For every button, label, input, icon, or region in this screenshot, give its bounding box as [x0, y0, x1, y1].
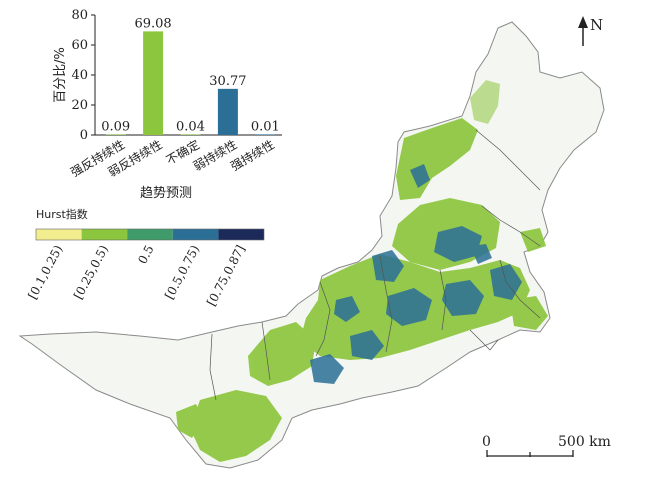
legend-swatch-2 [127, 229, 173, 240]
bar-3 [217, 88, 238, 135]
scale-end-label: 500 km [558, 434, 611, 450]
bar-value-label: 69.08 [134, 16, 171, 31]
bar-value-label: 0.04 [176, 119, 205, 134]
legend-label-0: [0.1,0.25) [25, 243, 65, 302]
legend-title: Hurst指数 [36, 207, 88, 221]
y-tick-label: 60 [71, 38, 88, 53]
legend-label-1: [0.25,0.5) [71, 243, 111, 302]
scale-bar: 0 500 km [482, 434, 611, 457]
legend-swatch-4 [218, 229, 264, 240]
scale-start-label: 0 [482, 434, 491, 450]
x-axis-title: 趋势预测 [140, 185, 192, 201]
map [18, 21, 605, 469]
prefecture-boundaries [209, 129, 541, 401]
bar-0 [105, 134, 126, 135]
y-tick-label: 40 [71, 68, 88, 83]
region-outline [18, 21, 605, 469]
legend-swatch-0 [36, 229, 82, 240]
y-tick-label: 20 [71, 98, 88, 113]
bar-4 [255, 134, 276, 135]
bar-1 [143, 31, 164, 136]
hurst-legend: Hurst指数 [0.1,0.25) [0.25,0.5) 0.5 [0.5,0.75… [25, 207, 265, 308]
legend-swatch-3 [172, 229, 219, 240]
bar-value-label: 30.77 [209, 74, 246, 89]
north-arrow: N [578, 16, 603, 46]
y-axis-title: 百分比/% [53, 47, 68, 103]
north-label: N [590, 16, 603, 34]
legend-swatch-1 [81, 229, 128, 240]
bar-chart: 百分比/% 趋势预测 0204060800.09强反持续性69.08弱反持续性0… [53, 8, 282, 201]
y-tick-label: 0 [80, 128, 88, 143]
legend-bar-frame [35, 228, 265, 241]
y-tick-label: 80 [71, 8, 88, 23]
bar-value-label: 0.01 [251, 119, 280, 134]
legend-label-4: [0.75,0.87] [204, 243, 248, 308]
legend-label-2: 0.5 [135, 243, 156, 266]
legend-label-3: [0.5,0.75) [162, 243, 202, 302]
bar-2 [180, 134, 201, 135]
north-arrow-icon [578, 16, 588, 28]
bar-value-label: 0.09 [101, 119, 130, 134]
